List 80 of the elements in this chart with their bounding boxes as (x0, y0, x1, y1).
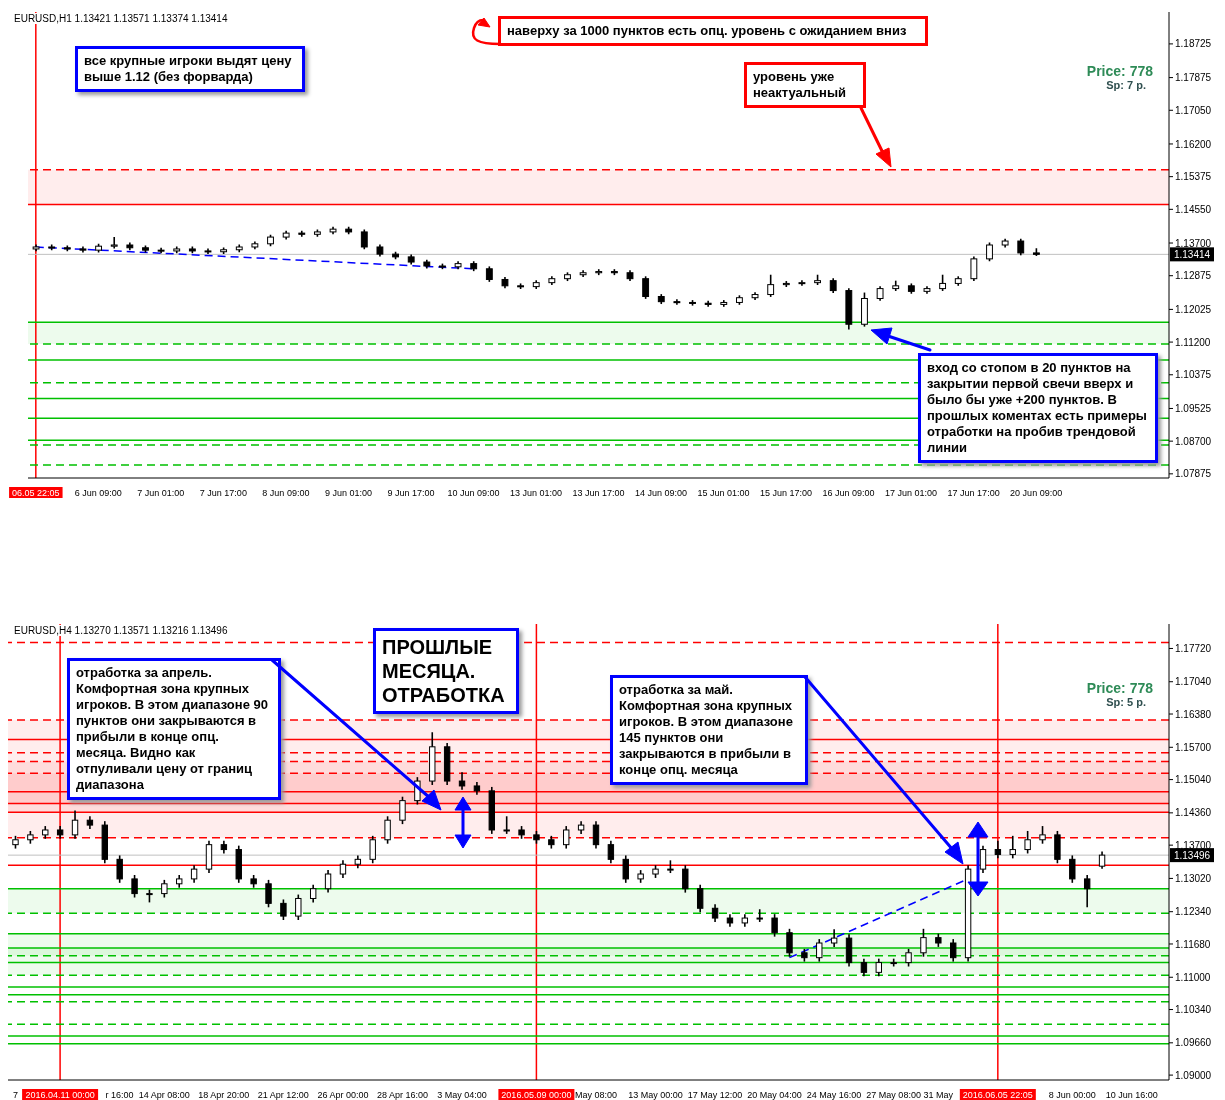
annotation: вход со стопом в 20 пунктов на закрытии первой свечи вверх и было бы уже +200 пунктов. В прошлых коментах есть примеры отработки на пробив трендовой линии (918, 353, 1158, 463)
y-tick-label: 1.11680 (1175, 938, 1211, 950)
x-tick-label: 8 Jun 00:00 (1048, 1090, 1096, 1100)
x-tick-label: 24 May 16:00 (806, 1090, 862, 1100)
x-tick-label: 26 Apr 00:00 (317, 1090, 369, 1100)
x-tick-label: 13 May 00:00 (628, 1090, 683, 1100)
y-tick-label: 1.13700 (1175, 237, 1212, 249)
x-tick-label: 7 Jun 17:00 (199, 488, 247, 498)
y-tick-label: 1.15375 (1175, 171, 1212, 183)
y-tick-label: 1.10340 (1175, 1004, 1212, 1016)
x-tick-label: 20 Jun 09:00 (1010, 488, 1063, 498)
x-tick-label: 2016.04.11 00:00 (25, 1090, 95, 1100)
y-tick-label: 1.17720 (1175, 643, 1212, 655)
ref-line-label: 1.13414 (1173, 249, 1211, 261)
y-tick-label: 1.14360 (1175, 807, 1212, 819)
x-tick-label: 06.05 22:05 (12, 488, 60, 498)
x-tick-label: May 08:00 (574, 1090, 617, 1100)
x-tick-label: 17 Jun 17:00 (947, 488, 1000, 498)
y-tick-label: 1.17875 (1175, 72, 1212, 84)
x-tick-label: 20 May 04:00 (747, 1090, 802, 1100)
x-tick-label: 17 May 12:00 (687, 1090, 743, 1100)
x-tick-label: r 16:00 (105, 1090, 134, 1100)
y-tick-label: 1.13020 (1175, 872, 1212, 884)
y-tick-label: 1.16380 (1175, 708, 1212, 720)
annotation: уровень уже неактуальный (744, 62, 866, 108)
y-tick-label: 1.18725 (1175, 38, 1212, 50)
y-tick-label: 1.09660 (1175, 1037, 1212, 1049)
chart-title: EURUSD,H4 1.13270 1.13571 1.13216 1.13496 (12, 625, 230, 636)
x-tick-label: 10 Jun 09:00 (447, 488, 500, 498)
x-tick-label: 13 Jun 01:00 (509, 488, 562, 498)
y-tick-label: 1.15700 (1175, 741, 1212, 753)
annotation: Price: 778 (1085, 680, 1153, 696)
y-tick-label: 1.16200 (1175, 138, 1212, 150)
x-tick-label: 10 Jun 16:00 (1105, 1090, 1158, 1100)
annotation: Sp: 7 p. (1105, 79, 1146, 91)
y-tick-label: 1.12025 (1175, 303, 1212, 315)
y-tick-label: 1.13700 (1175, 839, 1212, 851)
x-tick-label: 9 Jun 17:00 (387, 488, 435, 498)
y-tick-label: 1.09525 (1175, 403, 1212, 415)
x-tick-label: 9 Jun 01:00 (324, 488, 372, 498)
y-tick-label: 1.15040 (1175, 774, 1212, 786)
x-tick-label: 7 Jun 01:00 (137, 488, 185, 498)
annotation: отработка за апрель. Комфортная зона крупных игроков. В этом диапазоне 90 пунктов они закрываются в прибыли в конце опц. месяца. Видно как отпуливали цену от границ диапазона (67, 658, 281, 800)
y-tick-label: 1.10375 (1175, 369, 1212, 381)
annotation: все крупные игроки выдят цену выше 1.12 (без форварда) (75, 46, 305, 92)
x-tick-label: 2016.05.09 00:00 (501, 1090, 572, 1100)
x-tick-label: 3 May 04:00 (437, 1090, 487, 1100)
x-tick-label: 15 Jun 17:00 (760, 488, 813, 498)
chart-title: EURUSD,H1 1.13421 1.13571 1.13374 1.13414 (12, 13, 230, 24)
x-tick-label: 18 Apr 20:00 (198, 1090, 250, 1100)
y-tick-label: 1.11000 (1175, 971, 1211, 983)
y-tick-label: 1.17040 (1175, 676, 1212, 688)
x-tick-label: 16 Jun 09:00 (822, 488, 875, 498)
annotation: Price: 778 (1085, 63, 1153, 79)
y-tick-label: 1.17050 (1175, 104, 1212, 116)
annotation: Sp: 5 p. (1105, 696, 1146, 708)
annotation: отработка за май. Комфортная зона крупных игроков. В этом диапазоне 145 пунктов они закрываются в прибыли в конце опц. месяца (610, 675, 808, 785)
y-tick-label: 1.08700 (1175, 435, 1212, 447)
y-tick-label: 1.12340 (1175, 906, 1212, 918)
x-tick-label: 27 May 08:00 (866, 1090, 921, 1100)
x-tick-label: 31 May (923, 1090, 954, 1100)
x-tick-label: 6 Jun 09:00 (74, 488, 122, 498)
y-tick-label: 1.07875 (1175, 468, 1212, 480)
x-tick-label: 8 Jun 09:00 (262, 488, 310, 498)
x-tick-label: 7 (12, 1090, 18, 1100)
x-tick-label: 17 Jun 01:00 (885, 488, 938, 498)
x-tick-label: 2016.06.05 22:05 (962, 1090, 1033, 1100)
x-tick-label: 21 Apr 12:00 (257, 1090, 309, 1100)
y-tick-label: 1.11200 (1175, 336, 1211, 348)
annotation: наверху за 1000 пунктов есть опц. уровень с ожиданием вниз (498, 16, 928, 46)
x-tick-label: 13 Jun 17:00 (572, 488, 625, 498)
annotation: ПРОШЛЫЕ МЕСЯЦА. ОТРАБОТКА (373, 628, 519, 714)
y-tick-label: 1.09000 (1175, 1069, 1212, 1081)
x-tick-label: 14 Apr 08:00 (138, 1090, 190, 1100)
x-tick-label: 14 Jun 09:00 (635, 488, 688, 498)
ref-line-label: 1.13496 (1173, 850, 1211, 862)
x-tick-label: 15 Jun 01:00 (697, 488, 750, 498)
y-tick-label: 1.12875 (1175, 270, 1212, 282)
x-tick-label: 28 Apr 16:00 (376, 1090, 428, 1100)
y-tick-label: 1.14550 (1175, 203, 1212, 215)
